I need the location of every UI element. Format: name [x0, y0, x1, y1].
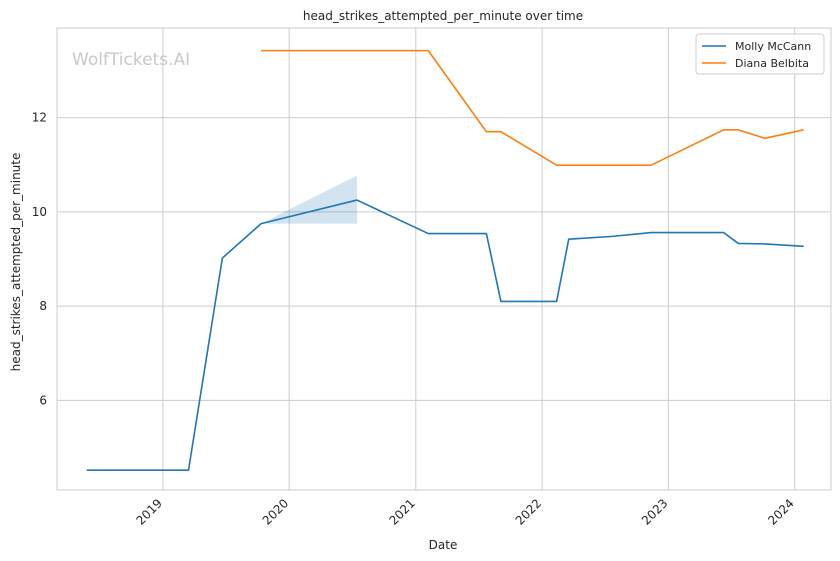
confidence-band-layer	[261, 175, 357, 224]
legend-box	[695, 33, 825, 75]
y-tick-label: 8	[39, 299, 47, 313]
x-tick-label: 2019	[133, 496, 164, 527]
series-line-0	[86, 199, 804, 472]
x-axis-label: Date	[429, 538, 458, 552]
x-tick-label: 2024	[765, 496, 796, 527]
legend-entry: Molly McCann	[735, 40, 811, 53]
y-axis-label: head_strikes_attempted_per_minute	[9, 153, 23, 372]
y-tick-label: 6	[39, 393, 47, 407]
x-tick-label: 2022	[513, 496, 544, 527]
x-tick-label: 2020	[260, 496, 291, 527]
y-tick-label: 12	[32, 111, 47, 125]
series-line-1	[261, 49, 804, 166]
watermark: WolfTickets.AI	[72, 50, 190, 70]
plot-area	[56, 27, 832, 491]
grid	[57, 28, 831, 490]
series-layer	[86, 49, 804, 472]
legend: Molly McCann Diana Belbita	[695, 33, 825, 75]
x-tick-label: 2023	[639, 496, 670, 527]
y-axis: 6 8 10 12	[32, 111, 47, 408]
confidence-band	[261, 175, 357, 224]
legend-entry: Diana Belbita	[735, 57, 809, 70]
x-axis: 2019 2020 2021 2022 2023 2024	[133, 496, 796, 527]
x-tick-label: 2021	[386, 496, 417, 527]
y-tick-label: 10	[32, 205, 47, 219]
chart-title: head_strikes_attempted_per_minute over t…	[303, 9, 583, 23]
